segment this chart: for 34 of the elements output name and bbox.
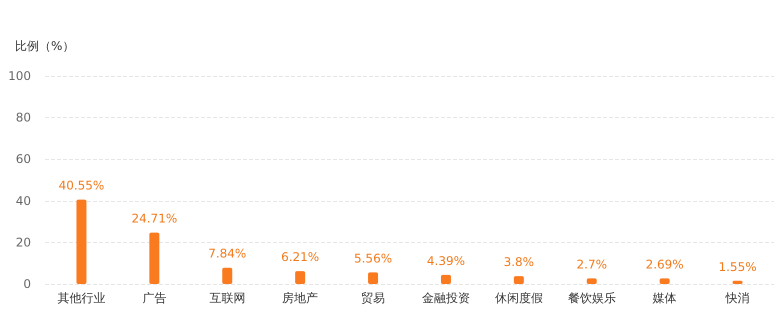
data-label: 3.8% bbox=[504, 255, 534, 270]
bar bbox=[295, 271, 306, 284]
x-tick-label: 房地产 bbox=[282, 291, 318, 305]
x-tick-label: 餐饮娱乐 bbox=[568, 291, 616, 305]
bar bbox=[149, 232, 160, 284]
x-tick-label: 快消 bbox=[724, 291, 750, 305]
data-label: 1.55% bbox=[718, 260, 757, 274]
y-tick-label: 20 bbox=[16, 235, 31, 250]
data-label: 4.39% bbox=[426, 254, 466, 268]
bar bbox=[76, 200, 86, 284]
x-tick-label: 金融投资 bbox=[422, 291, 470, 305]
data-label: 7.84% bbox=[208, 246, 246, 261]
y-tick-label: 80 bbox=[16, 110, 31, 125]
x-tick-label: 互联网 bbox=[209, 291, 246, 305]
x-tick-label: 其他行业 bbox=[57, 291, 106, 305]
x-tick-label: 休闲度假 bbox=[494, 291, 543, 305]
data-label: 40.55% bbox=[58, 178, 104, 193]
bar bbox=[514, 276, 524, 284]
data-label: 2.69% bbox=[646, 257, 684, 272]
data-label: 6.21% bbox=[281, 250, 320, 264]
y-tick-label: 0 bbox=[23, 277, 31, 291]
bar bbox=[440, 274, 451, 284]
data-label: 2.7% bbox=[576, 257, 607, 272]
bar bbox=[368, 272, 378, 284]
x-tick-label: 广告 bbox=[142, 291, 166, 305]
y-axis-title: 比例（%） bbox=[15, 39, 74, 53]
x-tick-label: 贸易 bbox=[361, 291, 386, 305]
y-tick-label: 60 bbox=[16, 152, 31, 166]
x-tick-label: 媒体 bbox=[652, 291, 677, 305]
bar bbox=[222, 268, 232, 284]
y-tick-label: 100 bbox=[8, 69, 31, 83]
y-tick-label: 40 bbox=[16, 194, 31, 208]
data-label: 5.56% bbox=[354, 251, 392, 266]
data-label: 24.71% bbox=[131, 212, 178, 226]
